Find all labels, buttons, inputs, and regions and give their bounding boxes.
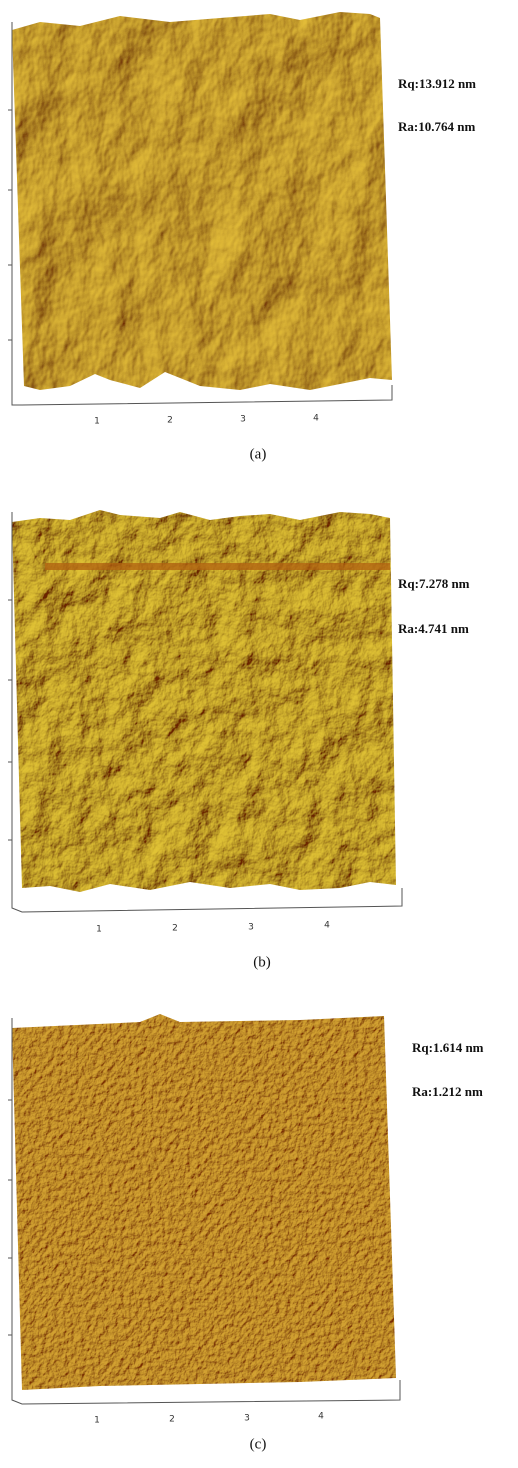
ra-value: Ra:1.212 nm xyxy=(412,1084,483,1099)
x-tick-label: 3 xyxy=(248,923,254,933)
afm-surface xyxy=(12,1014,396,1390)
afm-surface xyxy=(12,12,392,390)
ra-value: Ra:10.764 nm xyxy=(398,119,475,134)
rq-value: Rq:1.614 nm xyxy=(412,1040,484,1055)
x-tick-label: 1 xyxy=(96,925,102,935)
x-tick-label: 2 xyxy=(172,924,178,934)
rq-value: Rq:7.278 nm xyxy=(398,576,470,591)
x-tick-label: 1 xyxy=(94,417,100,427)
x-tick-label: 3 xyxy=(240,415,246,425)
x-tick-label: 1 xyxy=(94,1416,100,1426)
figure: 1 2 3 4 Rq:13.912 nm Ra:10.764 nm (a) 1 … xyxy=(0,0,518,1468)
panel-b: 1 2 3 4 Rq:7.278 nm Ra:4.741 nm (b) xyxy=(8,510,470,970)
caption: (a) xyxy=(250,446,267,462)
rq-value: Rq:13.912 nm xyxy=(398,76,476,91)
caption: (c) xyxy=(250,1436,267,1452)
ra-value: Ra:4.741 nm xyxy=(398,621,469,636)
x-tick-label: 2 xyxy=(169,1415,175,1425)
x-tick-label: 4 xyxy=(313,414,319,424)
x-tick-label: 4 xyxy=(324,921,330,931)
caption: (b) xyxy=(253,954,271,970)
x-tick-label: 3 xyxy=(244,1414,250,1424)
x-tick-label: 2 xyxy=(167,416,173,426)
panel-a: 1 2 3 4 Rq:13.912 nm Ra:10.764 nm (a) xyxy=(8,12,476,462)
panel-c: 1 2 3 4 Rq:1.614 nm Ra:1.212 nm (c) xyxy=(8,1014,484,1452)
scan-artifact xyxy=(45,563,390,570)
x-tick-label: 4 xyxy=(318,1412,324,1422)
